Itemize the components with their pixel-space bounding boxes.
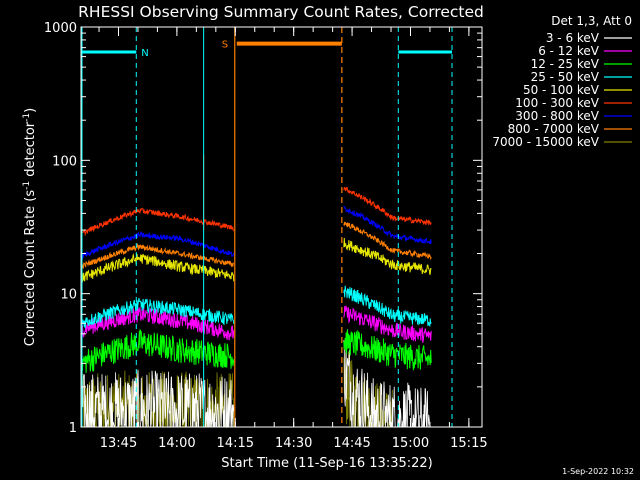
legend-label-8: 800 - 7000 keV [508,122,600,136]
y-tick-label-4: 1000 [44,21,77,36]
x-axis-label: Start Time (11-Sep-16 13:35:22) [221,456,432,471]
series-line-5-part-2 [343,237,432,275]
orange-flag-label: S [222,40,228,51]
y-tick-label-2: 10 [60,288,77,303]
plot-frame [80,26,483,428]
legend-label-2: 6 - 12 keV [538,44,600,58]
x-tick-label-1: 13:45 [100,436,137,451]
series-line-3-part-2 [343,329,432,371]
x-tick-label-5: 14:45 [333,436,370,451]
x-tick-label-7: 15:15 [450,436,487,451]
series-line-3-part-1 [80,328,235,376]
legend-label-5: 50 - 100 keV [523,83,600,97]
series-line-4-part-1 [80,297,235,329]
legend-label-6: 100 - 300 keV [515,96,599,110]
legend-label-9: 7000 - 15000 keV [492,135,599,149]
y-axis-label: Corrected Count Rate (s-1 detector-1) [22,108,38,346]
series-line-1-part-2 [343,340,432,428]
series-line-6-part-1 [80,207,235,237]
legend-label-1: 3 - 6 keV [546,31,600,45]
x-tick-label-4: 14:30 [275,436,312,451]
series-line-2-part-2 [343,305,432,343]
y-tick-label-3: 100 [52,154,77,169]
legend-label-4: 25 - 50 keV [531,70,600,84]
series-line-8-part-1 [80,243,235,270]
x-tick-label-3: 14:15 [217,436,254,451]
cyan-flag-label-1: N [141,48,148,59]
x-tick-label-6: 15:00 [392,436,429,451]
x-tick-label-2: 14:00 [158,436,195,451]
series-line-4-part-2 [343,285,432,327]
timestamp: 1-Sep-2022 10:32 [562,467,634,476]
series-line-7-part-1 [80,231,235,260]
y-tick-label-1: 1 [69,421,77,436]
series-line-5-part-1 [80,252,235,283]
series-line-8-part-2 [343,221,432,261]
series-line-7-part-2 [343,205,432,244]
legend-label-7: 300 - 800 keV [515,109,599,123]
legend-title: Det 1,3, Att 0 [551,14,632,28]
chart-title: RHESSI Observing Summary Count Rates, Co… [78,3,484,21]
series-line-6-part-2 [343,186,432,226]
legend-label-3: 12 - 25 keV [531,57,600,71]
